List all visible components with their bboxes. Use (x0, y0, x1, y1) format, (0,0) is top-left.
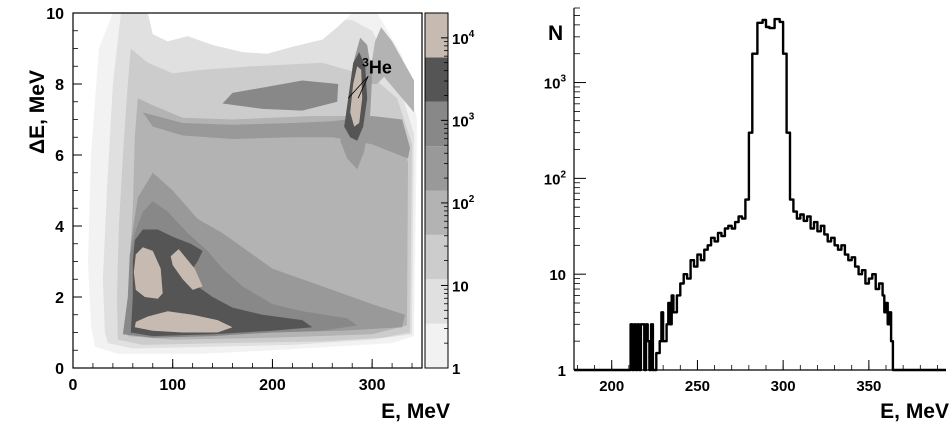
heatmap-y-tick-label: 4 (55, 219, 64, 236)
heatmap-y-tick-label: 0 (55, 361, 64, 378)
colorbar-tick-label: 10 (452, 278, 469, 295)
heatmap-y-axis-label: ΔE, MeV (26, 70, 49, 154)
spectrum-x-tick-label: 250 (685, 378, 710, 395)
heatmap-x-tick-label: 0 (69, 377, 78, 394)
heatmap-y-tick-label: 8 (55, 77, 64, 94)
spectrum-y-axis-label: N (548, 22, 563, 45)
colorbar-band-level-6 (425, 101, 448, 147)
heatmap-x-ticks: 0 100 200 300 (69, 359, 413, 394)
he3-pointer-line (347, 76, 369, 99)
heatmap-y-ticks: 0 2 4 6 8 10 (46, 6, 82, 378)
contour-level-6-region-0 (222, 80, 339, 111)
heatmap-y-tick-label: 2 (55, 290, 64, 307)
spectrum-x-tick-label: 200 (599, 378, 624, 395)
spectrum-y-ticks: 1 10 102 103 (544, 7, 586, 380)
colorbar-band-level-7 (425, 57, 448, 102)
colorbar: 1 10 102 103 104 (424, 12, 475, 378)
heatmap-y-tick-label: 6 (55, 148, 64, 165)
colorbar-band-level-1 (425, 323, 448, 368)
colorbar-band-level-4 (425, 190, 448, 235)
colorbar-band-level-2 (425, 279, 448, 324)
contour-level-8-region-2 (170, 249, 203, 290)
contour-level-8-region-0 (350, 66, 363, 127)
contour-white-void-region-0 (147, 13, 353, 54)
heatmap-panel: 0 100 200 300 0 2 4 6 8 10 E, MeV ΔE, MeV 3He (26, 6, 450, 422)
colorbar-frame (424, 12, 449, 369)
spectrum-x-tick-label: 350 (856, 378, 881, 395)
contour-level-5-region-0 (142, 112, 411, 159)
contour-level-8-region-3 (134, 311, 233, 333)
spectrum-y-tick-label: 10 (549, 267, 566, 284)
heatmap-x-tick-label: 300 (359, 377, 386, 394)
heatmap-x-tick-label: 100 (159, 377, 186, 394)
spectrum-series (574, 17, 946, 372)
spectrum-y-tick-label: 103 (544, 74, 567, 93)
colorbar-band-level-3 (425, 234, 448, 280)
he3-label: 3He (362, 55, 392, 77)
spectrum-series-line (574, 17, 946, 372)
he3-annotation: 3He (347, 55, 392, 99)
spectrum-x-tick-label: 300 (771, 378, 796, 395)
colorbar-band-level-8 (425, 13, 448, 58)
contour-level-4-region-1 (368, 27, 414, 113)
colorbar-band-level-5 (425, 146, 448, 191)
contour-level-8-region-1 (133, 247, 163, 299)
colorbar-tick-label: 103 (452, 111, 475, 130)
he3-mass-number: 3 (362, 55, 369, 69)
heatmap-y-tick-label: 10 (46, 6, 64, 23)
heatmap-x-tick-label: 200 (259, 377, 286, 394)
he3-pointer-line (357, 76, 369, 99)
spectrum-y-tick-label: 1 (558, 363, 566, 380)
colorbar-ticks: 1 10 102 103 104 (441, 12, 475, 378)
spectrum-x-ticks: 200 250 300 350 (577, 360, 938, 395)
spectrum-x-axis-label: E, MeV (880, 400, 949, 422)
spectrum-y-tick-label: 102 (544, 169, 567, 188)
colorbar-bands (425, 13, 448, 368)
colorbar-tick-label: 1 (452, 361, 460, 378)
heatmap-contours (88, 13, 417, 354)
colorbar-tick-label: 104 (452, 29, 475, 48)
he3-element: He (369, 57, 392, 77)
heatmap-x-axis-label: E, MeV (381, 400, 450, 422)
spectrum-panel: 200 250 300 350 1 10 102 103 N E, MeV (544, 7, 949, 422)
colorbar-tick-label: 102 (452, 194, 475, 213)
